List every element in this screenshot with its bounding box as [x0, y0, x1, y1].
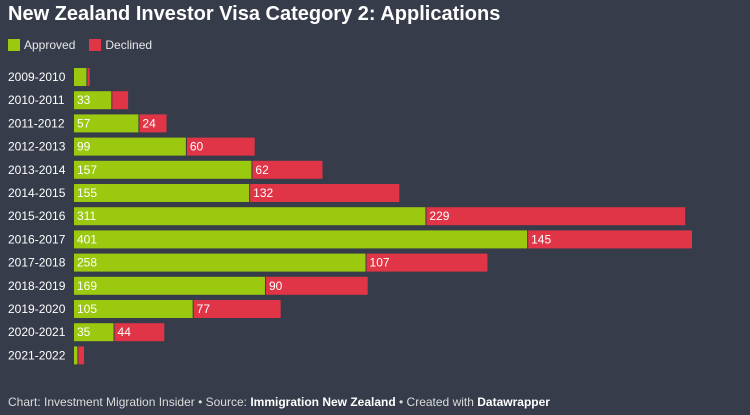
bar-declined: [139, 114, 167, 133]
data-label-approved: 99: [77, 140, 91, 154]
data-label-declined: 24: [142, 116, 156, 130]
footer-source: Immigration New Zealand: [250, 395, 396, 409]
legend-item-approved: Approved: [8, 38, 75, 52]
bar-declined: [186, 137, 255, 156]
row-label: 2016-2017: [8, 232, 66, 246]
row-label: 2017-2018: [8, 256, 66, 270]
row-label: 2010-2011: [8, 93, 65, 107]
bar-declined: [252, 160, 323, 179]
bar-declined: [426, 207, 686, 226]
data-label-approved: 311: [77, 209, 96, 223]
data-label-declined: 60: [190, 140, 204, 154]
bar-declined: [250, 184, 400, 202]
bar-approved: [74, 68, 87, 86]
data-label-declined: 107: [370, 256, 390, 270]
bar-approved: [74, 114, 139, 133]
data-label-approved: 35: [77, 325, 91, 339]
bar-approved: [74, 207, 426, 226]
data-label-declined: 229: [429, 209, 449, 223]
legend-label-declined: Declined: [105, 38, 153, 52]
footer-tool: Datawrapper: [477, 395, 550, 409]
bar-approved: [74, 184, 250, 202]
bar-declined: [87, 68, 90, 86]
row-label: 2014-2015: [8, 186, 66, 200]
bar-declined: [114, 323, 165, 342]
bar-declined: [112, 91, 129, 110]
footer-middle: • Created with: [395, 395, 478, 409]
data-label-declined: 132: [253, 186, 273, 200]
row-label: 2019-2020: [8, 302, 66, 316]
bar-approved: [74, 230, 528, 249]
bar-approved: [74, 300, 193, 318]
data-label-declined: 90: [269, 279, 283, 293]
data-label-approved: 258: [77, 256, 97, 270]
data-label-declined: 145: [531, 232, 551, 246]
legend-swatch-declined: [89, 39, 102, 51]
bar-declined: [193, 300, 281, 318]
chart-title: New Zealand Investor Visa Category 2: Ap…: [8, 3, 501, 25]
data-label-approved: 33: [77, 93, 91, 107]
bar-approved: [74, 253, 366, 272]
row-label: 2012-2013: [8, 140, 66, 154]
data-label-declined: 77: [197, 302, 211, 316]
footer-prefix: Chart: Investment Migration Insider • So…: [8, 395, 251, 409]
row-label: 2020-2021: [8, 325, 66, 339]
bar-approved: [74, 276, 265, 295]
bar-approved: [74, 137, 186, 156]
footer: Chart: Investment Migration Insider • So…: [8, 395, 550, 409]
data-label-approved: 401: [77, 232, 97, 246]
bar-approved: [74, 346, 78, 365]
legend-swatch-approved: [8, 39, 20, 51]
data-label-approved: 155: [77, 186, 97, 200]
data-label-approved: 105: [77, 302, 97, 316]
data-label-declined: 62: [255, 163, 269, 177]
bar-approved: [74, 160, 252, 179]
row-label: 2018-2019: [8, 279, 66, 293]
data-label-approved: 157: [77, 163, 97, 177]
bar-approved: [74, 323, 114, 342]
bar-declined: [78, 346, 85, 365]
bar-declined: [366, 253, 488, 272]
bar-declined: [265, 276, 368, 295]
legend: Approved Declined: [8, 38, 152, 52]
row-label: 2009-2010: [8, 70, 66, 84]
data-label-approved: 57: [77, 116, 91, 130]
data-label-approved: 169: [77, 279, 97, 293]
legend-label-approved: Approved: [24, 38, 76, 52]
row-label: 2011-2012: [8, 116, 65, 130]
row-label: 2021-2022: [8, 348, 66, 362]
bar-approved: [74, 91, 112, 110]
bar-declined: [528, 230, 692, 249]
legend-item-declined: Declined: [89, 38, 152, 52]
row-label: 2013-2014: [8, 163, 66, 177]
row-label: 2015-2016: [8, 209, 66, 223]
data-label-declined: 44: [118, 325, 132, 339]
